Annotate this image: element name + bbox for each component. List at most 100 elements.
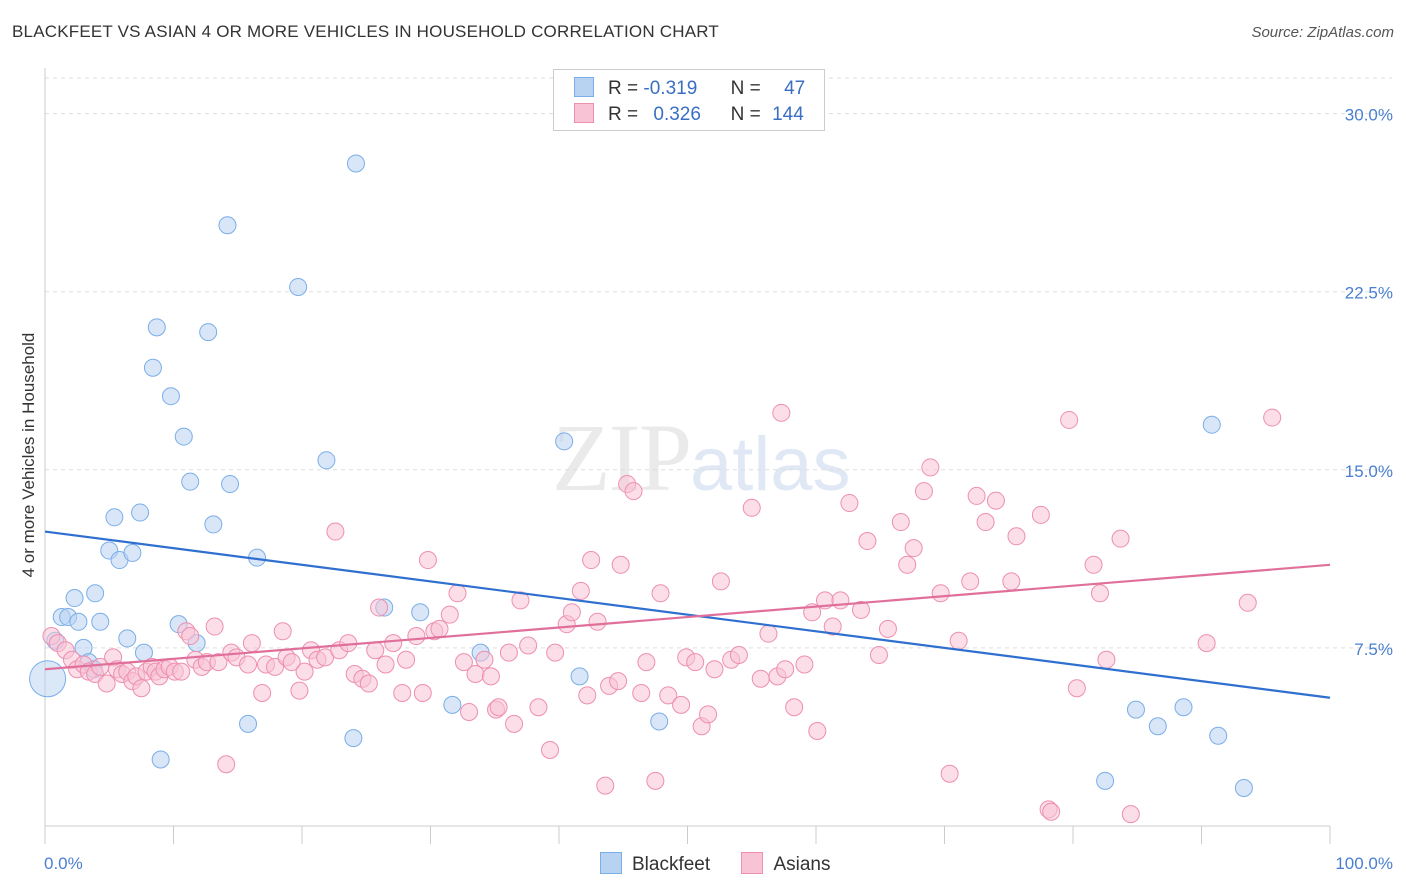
asian-point [1031,505,1050,524]
asian-point [921,458,940,477]
legend-asians-label: Asians [773,854,831,875]
asian-point [1060,410,1079,429]
asian-point [359,674,378,693]
asian-point [282,653,301,672]
legend-item-blackfeet[interactable]: Blackfeet [600,852,710,876]
asian-point [1007,527,1026,546]
asian-point [239,655,258,674]
blackfeet-swatch-icon [574,77,594,97]
asian-point [1111,529,1130,548]
legend-r-value: 0.326 [653,104,701,125]
asian-point [571,581,590,600]
blackfeet-point [86,584,105,603]
legend-row-blackfeet: R = -0.319 N = 47 [574,77,805,101]
blackfeet-point [289,277,308,296]
asian-point [1197,634,1216,653]
asian-point [1084,555,1103,574]
asian-point [1121,805,1140,824]
asian-point [1097,650,1116,669]
asian-point [460,703,479,722]
blackfeet-point [181,472,200,491]
asian-point [609,672,628,691]
legend-r-label: R = [608,104,639,125]
asian-point [454,653,473,672]
blackfeet-point [650,712,669,731]
asian-point [840,494,859,513]
blackfeet-point [555,432,574,451]
blackfeet-point [239,714,258,733]
trend-lines [44,530,1331,699]
asian-point [914,482,933,501]
asian-point [637,653,656,672]
blackfeet-point [123,543,142,562]
asian-point [940,764,959,783]
asian-point [273,622,292,641]
legend-n-label: N = [730,104,761,125]
asian-point [851,600,870,619]
asian-point [430,619,449,638]
asian-point [290,681,309,700]
asian-point [785,698,804,717]
legend-n-value: 47 [784,78,806,99]
series-legend: Blackfeet Asians [600,852,856,876]
blackfeet-point [204,515,223,534]
asian-point [562,603,581,622]
asian-point [440,605,459,624]
asian-point [217,755,236,774]
asian-point [776,660,795,679]
asian-point [384,634,403,653]
asian-point [393,684,412,703]
asian-point [407,627,426,646]
blackfeet-series [29,154,1253,798]
axes [44,68,1331,844]
asian-point [624,482,643,501]
asian-point [808,722,827,741]
asian-point [646,771,665,790]
blackfeet-point [1148,717,1167,736]
legend-n-label: N = [730,78,761,99]
y-tick-label: 22.5% [1345,284,1393,303]
asian-point [795,655,814,674]
blackfeet-point [570,667,589,686]
blackfeet-point [1096,771,1115,790]
asian-point [742,498,761,517]
asian-point [242,634,261,653]
legend-item-asians[interactable]: Asians [741,852,830,876]
asian-point [823,617,842,636]
y-tick-label: 15.0% [1345,462,1393,481]
asian-point [266,657,285,676]
asian-point [705,660,724,679]
blackfeet-point [174,427,193,446]
asian-point [878,619,897,638]
asian-point [505,714,524,733]
watermark-zip: ZIP [552,404,692,511]
asian-point [686,653,705,672]
blackfeet-point [147,318,166,337]
legend-blackfeet-label: Blackfeet [632,854,711,875]
asians-trend-line [44,563,1331,671]
asian-point [891,513,910,532]
zipatlas-watermark: ZIPatlas [552,402,851,513]
asian-point [751,669,770,688]
blackfeet-point [1174,698,1193,717]
asian-point [209,653,228,672]
asian-point [172,662,191,681]
asian-point [961,572,980,591]
legend-r-value: -0.319 [643,78,698,99]
asian-point [97,674,116,693]
asian-point [931,584,950,603]
blackfeet-point [221,475,240,494]
asian-point [611,555,630,574]
blackfeet-point [1209,726,1228,745]
legend-r-label: R = [608,78,639,99]
asian-point [672,695,691,714]
blackfeet-point [1202,415,1221,434]
blackfeet-point [443,695,462,714]
blackfeet-point [344,729,363,748]
blackfeet-trend-line [44,530,1331,699]
asian-point [1263,408,1282,427]
asian-point [1238,593,1257,612]
asian-point [1042,802,1061,821]
correlation-legend: R = -0.319 N = 47 R = 0.326 N = 144 [553,69,825,131]
